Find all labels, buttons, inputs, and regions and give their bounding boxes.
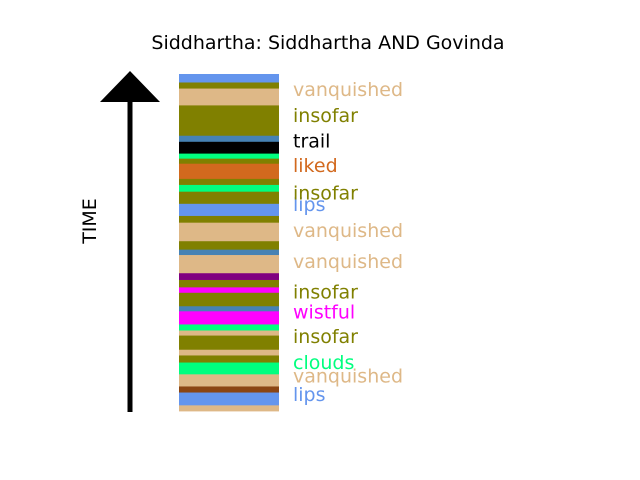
word-label-lips: lips	[293, 194, 326, 216]
timeline-band-lips	[179, 74, 279, 83]
timeline-band-clouds	[179, 362, 279, 375]
timeline-band-insofar	[179, 191, 279, 204]
timeline-band-teal	[179, 249, 279, 256]
timeline-band-insofar	[179, 335, 279, 350]
timeline-band-liked	[179, 163, 279, 179]
timeline-band-vanquished	[179, 222, 279, 242]
timeline-band-vanquished	[179, 373, 279, 387]
timeline-band-vanquished	[179, 88, 279, 106]
word-label-vanquished: vanquished	[293, 251, 403, 273]
time-arrow	[100, 71, 160, 412]
word-label-insofar: insofar	[293, 326, 358, 348]
timeline-band-teal	[179, 305, 279, 312]
timeline-band-clouds	[179, 153, 279, 159]
word-label-insofar: insofar	[293, 281, 358, 303]
timeline-band-insofar	[179, 240, 279, 250]
timeline-band-insofar	[179, 215, 279, 223]
timeline-band-vanquished	[179, 349, 279, 356]
timeline-band-brown	[179, 386, 279, 393]
word-label-insofar: insofar	[293, 105, 358, 127]
word-label-vanquished: vanquished	[293, 366, 403, 388]
chart-title: Siddhartha: Siddhartha AND Govinda	[151, 32, 504, 54]
timeline-band-insofar	[179, 158, 279, 164]
timeline-band-vanquished	[179, 254, 279, 274]
word-label-liked: liked	[293, 155, 338, 177]
timeline-band-clouds	[179, 324, 279, 331]
word-label-wistful: wistful	[293, 301, 355, 323]
timeline-band-insofar	[179, 82, 279, 89]
timeline-band-wistful	[179, 310, 279, 325]
timeline-band-wistful	[179, 286, 279, 293]
timeline-band-vanquished	[179, 404, 279, 412]
timeline-band-trail	[179, 141, 279, 154]
timeline-band-purple	[179, 272, 279, 280]
timeline-band-insofar	[179, 279, 279, 288]
timeline-band-lips	[179, 392, 279, 406]
timeline-band-insofar	[179, 105, 279, 136]
timeline-band-insofar	[179, 292, 279, 307]
word-label-vanquished: vanquished	[293, 79, 403, 101]
timeline-band-clouds	[179, 184, 279, 192]
word-label-trail: trail	[293, 130, 330, 152]
word-label-vanquished: vanquished	[293, 220, 403, 242]
word-labels: lipsvanquishedcloudsinsofarwistfulinsofa…	[293, 79, 403, 406]
timeline-bands	[179, 74, 279, 412]
word-label-clouds: clouds	[293, 352, 354, 374]
y-axis-label: TIME	[79, 198, 101, 245]
timeline-band-vanquished	[179, 330, 279, 336]
time-arrow-head	[100, 71, 160, 102]
word-label-lips: lips	[293, 384, 326, 406]
timeline-band-teal	[179, 135, 279, 142]
word-label-insofar: insofar	[293, 182, 358, 204]
timeline-band-lips	[179, 203, 279, 216]
timeline-band-insofar	[179, 355, 279, 363]
timeline-band-insofar	[179, 178, 279, 185]
